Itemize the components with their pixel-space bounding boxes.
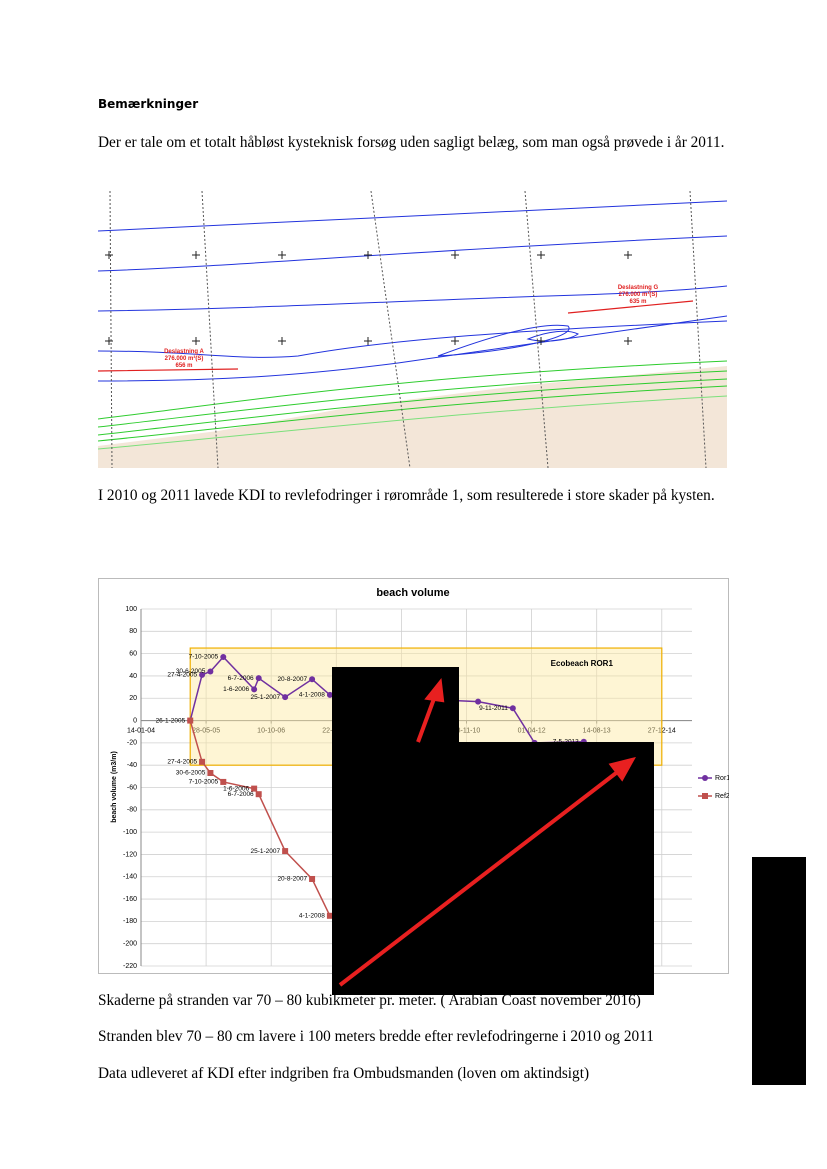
point	[309, 676, 316, 683]
y-tick-label: -100	[123, 829, 137, 836]
point	[255, 791, 262, 798]
point	[326, 691, 333, 698]
point-label: 9-11-2011	[479, 705, 508, 712]
point-label: 4-1-2008	[299, 913, 325, 920]
x-tick-label: 10-10-06	[257, 727, 285, 734]
point	[187, 717, 194, 724]
point	[207, 668, 214, 675]
point	[282, 848, 289, 855]
point-label: 7-10-2005	[189, 779, 219, 786]
note: Stranden blev 70 – 80 cm lavere i 100 me…	[98, 1028, 654, 1045]
map-label: 276.000 m³(S)	[619, 291, 658, 298]
point	[509, 705, 516, 712]
annotation-label: Ecobeach ROR1	[551, 659, 614, 668]
y-tick-label: 40	[129, 673, 137, 680]
point-label: 25-1-2007	[250, 694, 280, 701]
point-label: 30-6-2005	[176, 770, 206, 777]
page-tab	[752, 857, 806, 1085]
y-tick-label: -80	[127, 807, 137, 814]
y-tick-label: -60	[127, 784, 137, 791]
y-tick-label: 100	[125, 606, 137, 613]
point-label: 26-1-2005	[156, 717, 186, 724]
y-tick-label: 0	[133, 717, 137, 724]
point	[199, 671, 206, 678]
paragraph: Der er tale om et totalt håbløst kystekn…	[98, 134, 725, 151]
point-label: 20-8-2007	[277, 876, 307, 883]
point	[255, 675, 262, 682]
y-tick-label: 60	[129, 650, 137, 657]
point-label: 27-4-2005	[167, 759, 197, 766]
x-tick-label: 28-05-05	[192, 727, 220, 734]
point	[282, 694, 289, 701]
y-axis-label: beach volume (m3/m)	[111, 751, 118, 823]
y-tick-label: -40	[127, 762, 137, 769]
y-tick-label: -220	[123, 963, 137, 970]
legend-label: Ref2	[715, 793, 729, 800]
note: Data udleveret af KDI efter indgriben fr…	[98, 1065, 590, 1082]
point-label: 1-6-2006	[223, 686, 249, 693]
point-label: 7-10-2005	[189, 654, 219, 661]
chart-title: beach volume	[376, 587, 449, 599]
point-label: 6-7-2006	[228, 791, 254, 798]
y-tick-label: -120	[123, 851, 137, 858]
point	[309, 875, 316, 882]
point	[207, 769, 214, 776]
point-label: 20-8-2007	[277, 676, 307, 683]
y-tick-label: -180	[123, 918, 137, 925]
y-tick-label: -140	[123, 874, 137, 881]
point-label: 4-1-2008	[299, 692, 325, 699]
y-tick-label: 80	[129, 628, 137, 635]
map: Deslastning A 276.000 m³(S) 656 m Deslas…	[98, 191, 727, 468]
y-tick-label: 20	[129, 695, 137, 702]
point	[251, 686, 258, 693]
point	[220, 653, 227, 660]
point	[220, 778, 227, 785]
point	[531, 739, 538, 746]
heading: Bemærkninger	[98, 97, 199, 111]
chart: beach volume beach volume (m3/m) 100 80 60…	[98, 578, 729, 974]
map-label: 635 m	[629, 299, 646, 305]
point-label: 27-4-2005	[167, 672, 197, 679]
point-label: 25-1-2007	[250, 848, 280, 855]
point-label: 6-7-2006	[228, 675, 254, 682]
legend-marker	[702, 793, 708, 799]
point	[326, 912, 333, 919]
map-label: 276.000 m³(S)	[165, 355, 204, 362]
map-label: 656 m	[175, 363, 192, 369]
point	[580, 738, 587, 745]
point	[251, 785, 258, 792]
y-tick-label: -160	[123, 896, 137, 903]
point-label: 1-6-2006	[223, 785, 249, 792]
map-label: Deslastning G	[618, 285, 659, 291]
point	[199, 758, 206, 765]
legend-label: Ror1	[715, 775, 729, 782]
map-label: Deslastning A	[164, 349, 204, 355]
point	[475, 698, 482, 705]
y-tick-label: -200	[123, 941, 137, 948]
point-label: 7-5-2013	[553, 738, 579, 745]
y-tick-label: -20	[127, 740, 137, 747]
legend-marker	[702, 775, 708, 781]
paragraph: I 2010 og 2011 lavede KDI to revlefodrin…	[98, 487, 715, 504]
note: Skaderne på stranden var 70 – 80 kubikme…	[98, 992, 641, 1009]
point-label: 30-6-2005	[176, 668, 206, 675]
